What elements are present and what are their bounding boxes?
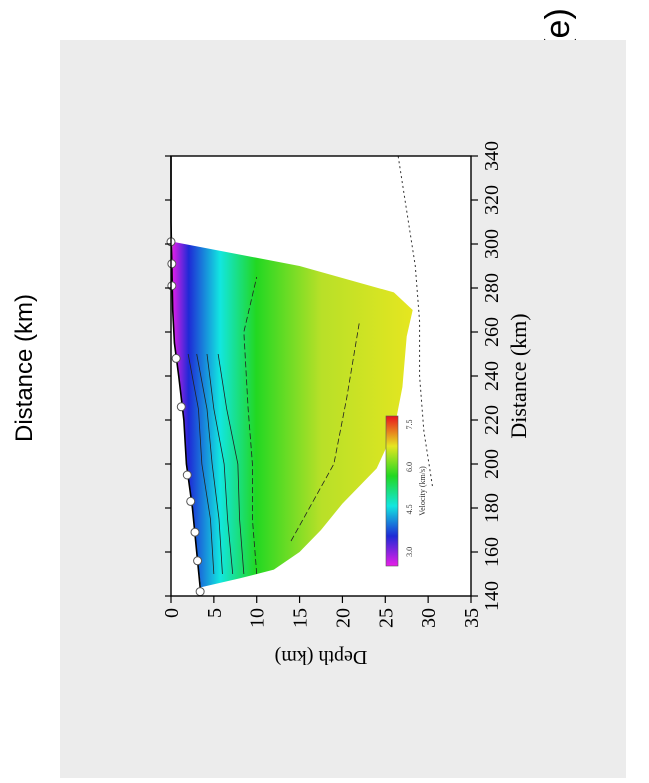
x-axis-label: Distance (km) (506, 313, 531, 438)
y-tick-label: 0 (161, 608, 183, 618)
velocity-contour-line (196, 353, 223, 575)
station-marker (171, 353, 181, 363)
top-distance-title-text: Distance (km) (11, 293, 38, 443)
x-tick-label: 180 (481, 493, 503, 523)
x-tick-label: 220 (481, 405, 503, 435)
y-tick-label: 5 (204, 608, 226, 618)
velocity-contour-line (290, 320, 360, 542)
x-tick-label: 200 (481, 449, 503, 479)
station-marker (186, 496, 196, 506)
x-tick-label: 340 (481, 141, 503, 171)
x-tick-label: 260 (481, 317, 503, 347)
station-marker (167, 259, 177, 269)
station-marker (182, 470, 192, 480)
velocity-contour-line (206, 353, 234, 575)
station-marker (190, 527, 200, 537)
chart-rotated-group: 140160180200220240260280300320340Distanc… (161, 141, 531, 668)
x-tick-label: 240 (481, 361, 503, 391)
velocity-figure: 140 160 180 200 220 240 260 280 300 320 340 Distanc… (60, 40, 626, 778)
velocity-contour-line (187, 353, 215, 575)
x-tick-label: 140 (481, 581, 503, 611)
station-marker (193, 556, 203, 566)
velocity-contour-line (243, 276, 258, 575)
colorbar (385, 415, 399, 567)
y-tick-label: 20 (332, 608, 354, 628)
y-axis-label: Depth (km) (275, 646, 368, 668)
velocity-contour-line (217, 353, 245, 575)
y-tick-label: 15 (290, 608, 312, 628)
velocity-model-fill (171, 241, 413, 588)
velocity-chart-svg: 140160180200220240260280300320340Distanc… (60, 40, 626, 778)
x-tick-label: 160 (481, 537, 503, 567)
station-marker (195, 587, 205, 597)
y-tick-label: 10 (247, 608, 269, 628)
colorbar-label: Velocity (km/s) (418, 466, 427, 516)
y-tick-label: 35 (461, 608, 483, 628)
station-marker (176, 402, 186, 412)
x-tick-label: 280 (481, 273, 503, 303)
y-tick-label: 25 (375, 608, 397, 628)
colorbar-tick-label: 7.5 (405, 419, 414, 429)
colorbar-tick-label: 6.0 (405, 462, 414, 472)
moho-dashed-line (397, 155, 433, 487)
y-tick-label: 30 (418, 608, 440, 628)
x-tick-label: 320 (481, 185, 503, 215)
colorbar-tick-label: 4.5 (405, 504, 414, 514)
x-tick-label: 300 (481, 229, 503, 259)
colorbar-tick-label: 3.0 (405, 547, 414, 557)
